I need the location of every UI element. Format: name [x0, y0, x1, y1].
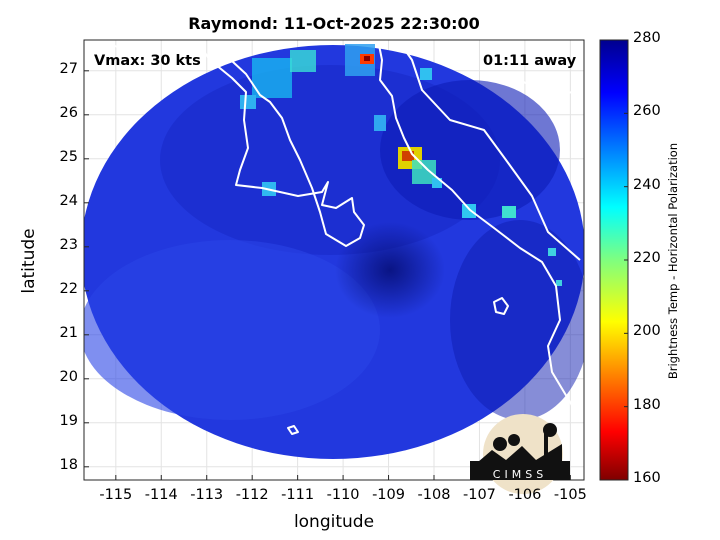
y-axis-label: latitude — [19, 228, 39, 294]
cimss-logo — [470, 414, 570, 494]
colorbar — [599, 39, 629, 481]
colorbar-tick-label: 260 — [633, 103, 661, 120]
x-tick-label: -108 — [417, 487, 451, 503]
y-tick-label: 21 — [59, 324, 78, 341]
colorbar-label: Brightness Temp - Horizontal Polarizatio… — [666, 142, 680, 380]
x-axis-label: longitude — [293, 512, 375, 532]
vmax-label: Vmax: 30 kts — [94, 53, 201, 69]
x-tick-label: -111 — [281, 487, 315, 503]
satellite-swath — [84, 44, 584, 459]
x-tick-label: -114 — [144, 487, 178, 503]
colorbar-tick-label: 280 — [633, 30, 661, 46]
plot-title: Raymond: 11-Oct-2025 22:30:00 — [188, 14, 480, 33]
colorbar-ticks — [624, 39, 628, 481]
x-tick-label: -110 — [326, 487, 360, 503]
x-tick-label: -115 — [99, 487, 133, 503]
convective-cells — [240, 44, 562, 286]
axes-frame — [83, 39, 585, 481]
y-tick-label: 20 — [59, 368, 78, 385]
x-tick-label: -112 — [235, 487, 269, 503]
x-tick-label: -106 — [508, 487, 542, 503]
time-away-label: 01:11 away — [483, 53, 577, 69]
y-tick-label: 22 — [59, 280, 78, 297]
y-tick-label: 18 — [59, 456, 78, 473]
x-tick-label: -107 — [462, 487, 496, 503]
y-tick-label: 24 — [59, 192, 78, 209]
colorbar-tick-label: 180 — [633, 396, 661, 413]
x-tick-label: -113 — [190, 487, 224, 503]
y-tick-label: 27 — [59, 60, 78, 77]
colorbar-tick-label: 160 — [633, 470, 661, 486]
y-tick-label: 23 — [59, 236, 78, 253]
logo-text: CIMSS — [493, 468, 547, 481]
y-tick-label: 26 — [59, 104, 78, 121]
axis-ticks — [84, 70, 571, 480]
colorbar-tick-label: 240 — [633, 176, 661, 193]
colorbar-tick-label: 220 — [633, 250, 661, 266]
storm-core — [335, 222, 445, 318]
colorbar-tick-label: 200 — [633, 323, 661, 340]
x-tick-label: -105 — [553, 487, 587, 503]
coastlines — [99, 39, 585, 435]
x-tick-label: -109 — [372, 487, 405, 503]
y-tick-label: 25 — [59, 148, 78, 165]
y-tick-label: 19 — [59, 412, 78, 429]
